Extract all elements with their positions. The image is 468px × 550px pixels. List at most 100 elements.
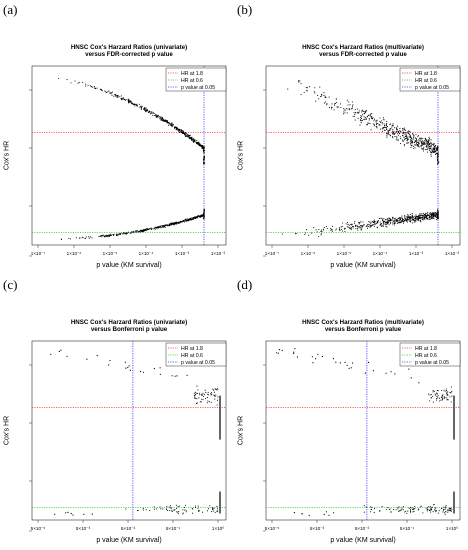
data-point [429, 139, 431, 141]
data-point [160, 117, 162, 119]
data-point [360, 119, 362, 121]
data-point [330, 108, 333, 110]
data-point [182, 512, 184, 514]
data-point [157, 115, 159, 117]
data-point [418, 219, 420, 222]
data-point [423, 146, 425, 148]
data-point [397, 131, 399, 133]
data-point [198, 145, 200, 147]
data-point [421, 215, 423, 217]
data-point [349, 226, 351, 228]
x-tick-label: 1×10⁻⁶ [301, 251, 316, 256]
data-point [331, 230, 334, 232]
data-point [174, 375, 176, 377]
data-point [85, 236, 87, 238]
data-point [422, 215, 424, 217]
data-point [339, 362, 341, 364]
data-point [65, 512, 67, 514]
data-point [319, 86, 321, 88]
data-point [201, 147, 203, 149]
data-point [427, 211, 429, 213]
data-point [404, 135, 406, 138]
data-point [165, 121, 167, 123]
data-point [413, 220, 416, 222]
legend-entry: HR at 0.6 [415, 353, 437, 359]
data-point [448, 510, 450, 512]
data-point [416, 218, 418, 220]
data-point [412, 217, 414, 219]
data-point [385, 508, 387, 511]
data-point [72, 514, 74, 516]
data-point [428, 215, 430, 217]
data-point [212, 508, 214, 510]
data-point [86, 358, 88, 360]
data-point [363, 511, 365, 513]
data-point [410, 144, 412, 146]
data-point [173, 127, 176, 129]
data-point [433, 142, 435, 144]
data-point [113, 95, 115, 97]
data-point [383, 119, 385, 121]
data-point [203, 147, 205, 149]
data-point [442, 511, 444, 513]
data-point [363, 116, 365, 118]
data-point [437, 397, 439, 399]
data-point [409, 216, 411, 218]
data-point [382, 224, 384, 226]
data-point [182, 220, 184, 222]
data-point [109, 235, 111, 237]
data-point [293, 351, 295, 353]
data-point [323, 92, 325, 94]
data-point [77, 82, 79, 84]
data-point [425, 142, 427, 144]
data-point [420, 214, 423, 216]
data-point [111, 91, 113, 93]
data-point [396, 133, 398, 135]
data-point [376, 119, 378, 121]
data-point [176, 507, 178, 509]
data-point [447, 511, 449, 513]
data-point [342, 113, 345, 115]
data-point [196, 140, 198, 142]
data-point [384, 126, 386, 128]
scatter-plot-c: 5×10⁻⁵ 5×10⁻³ 5×10⁻² 5×10⁻¹ 1×10⁰ HR at 1.8HR… [29, 340, 227, 532]
data-point [412, 145, 415, 147]
data-point [418, 216, 420, 218]
data-point [122, 98, 124, 100]
data-point [428, 143, 431, 145]
data-point [430, 507, 432, 509]
data-point [195, 397, 197, 399]
data-point [68, 237, 70, 239]
data-point [435, 511, 437, 513]
data-point [432, 151, 434, 153]
data-point [348, 367, 350, 369]
data-point [373, 124, 375, 126]
x-tick-label: 5×10⁻¹ [400, 526, 415, 531]
data-point [392, 218, 394, 220]
data-point [386, 219, 388, 221]
data-point [175, 128, 178, 130]
plot-frame [265, 65, 461, 246]
data-point [209, 505, 211, 507]
data-point [352, 115, 354, 117]
data-point [381, 128, 383, 130]
data-point [314, 87, 316, 89]
data-point [442, 394, 444, 396]
data-point [321, 355, 323, 358]
data-point [359, 226, 361, 228]
data-point [192, 140, 194, 142]
data-point [192, 512, 194, 514]
data-point [178, 505, 180, 507]
data-point [316, 231, 318, 233]
data-point [155, 226, 157, 228]
data-point [337, 106, 340, 108]
data-point [392, 131, 395, 133]
data-point [392, 133, 394, 135]
data-point [143, 229, 145, 231]
data-point [344, 230, 346, 232]
data-point [412, 134, 414, 136]
data-point [420, 137, 422, 139]
data-point [330, 229, 332, 231]
data-point [340, 228, 342, 230]
data-point [430, 146, 432, 148]
